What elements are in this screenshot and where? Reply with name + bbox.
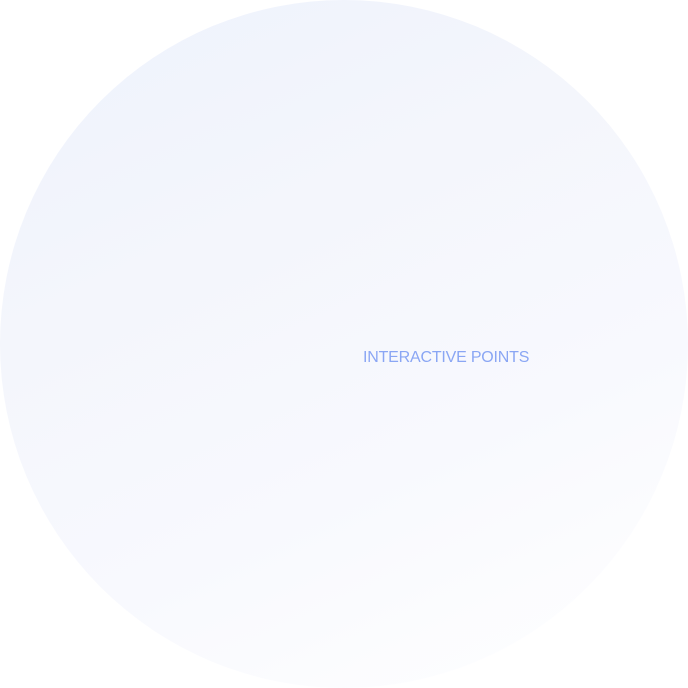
interactive-points-label[interactable]: INTERACTIVE POINTS xyxy=(363,349,530,366)
